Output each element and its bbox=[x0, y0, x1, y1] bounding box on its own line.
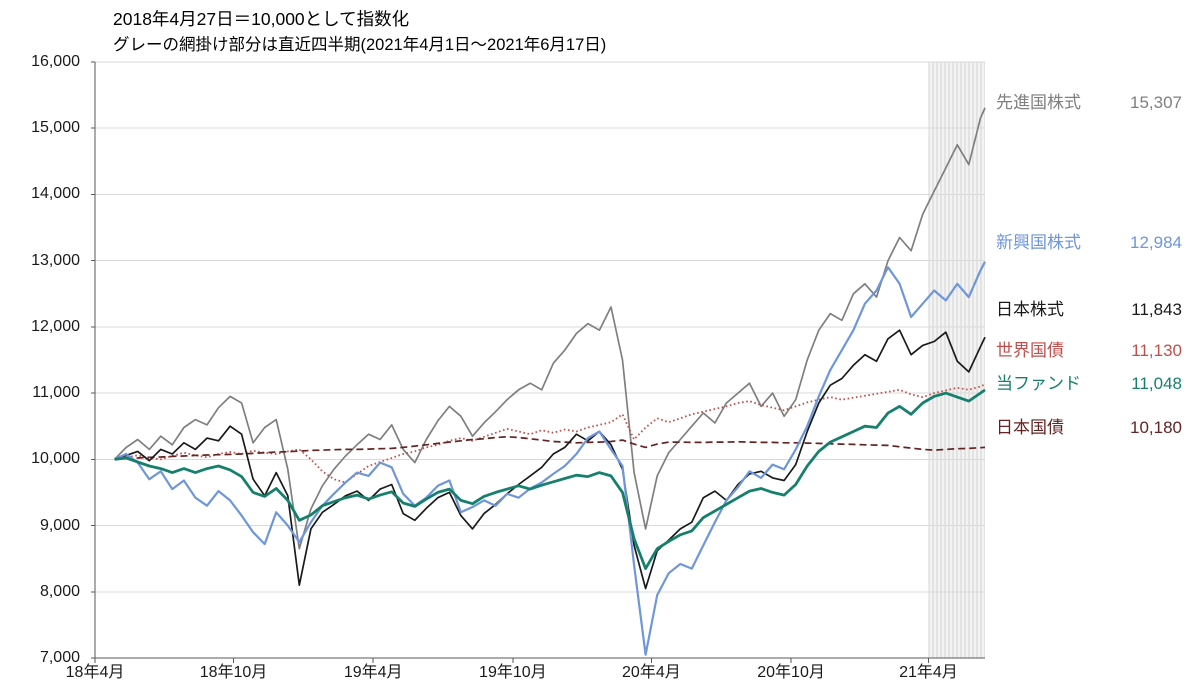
y-axis-label: 9,000 bbox=[39, 516, 80, 534]
series-value: 11,130 bbox=[1131, 340, 1182, 360]
x-axis-label: 21年4月 bbox=[899, 664, 958, 681]
x-axis-label: 19年10月 bbox=[479, 664, 547, 681]
y-axis-label: 11,000 bbox=[32, 384, 80, 402]
line-global-bond bbox=[114, 383, 986, 484]
series-name: 日本国債 bbox=[996, 418, 1064, 438]
y-axis-label: 7,000 bbox=[39, 649, 80, 666]
y-axis-label: 8,000 bbox=[39, 582, 80, 600]
y-axis-label: 15,000 bbox=[31, 119, 80, 137]
line-emerging-equity bbox=[114, 261, 986, 656]
line-this-fund bbox=[114, 388, 986, 570]
x-axis-label: 19年4月 bbox=[343, 664, 403, 681]
chart-subtitle: グレーの網掛け部分は直近四半期(2021年4月1日～2021年6月17日) bbox=[113, 36, 607, 54]
x-axis-label: 18年10月 bbox=[199, 664, 268, 681]
series-label-global-bond: 世界国債 11,130 bbox=[996, 340, 1182, 362]
series-value: 15,307 bbox=[1130, 92, 1182, 112]
series-name: 新興国株式 bbox=[996, 232, 1081, 252]
x-axis-label: 20年4月 bbox=[622, 664, 681, 681]
series-label-developed-equity: 先進国株式 15,307 bbox=[996, 92, 1182, 114]
series-name: 日本株式 bbox=[996, 300, 1064, 320]
y-axis-label: 13,000 bbox=[31, 251, 80, 269]
series-name: 先進国株式 bbox=[996, 92, 1081, 112]
y-axis-label: 16,000 bbox=[31, 53, 80, 70]
series-value: 12,984 bbox=[1130, 232, 1182, 252]
series-name: 世界国債 bbox=[996, 340, 1064, 360]
line-japan-equity bbox=[114, 329, 986, 590]
x-axis-label: 20年10月 bbox=[757, 664, 825, 681]
series-value: 10,180 bbox=[1130, 418, 1182, 438]
series-value: 11,843 bbox=[1131, 300, 1182, 320]
y-axis-label: 14,000 bbox=[31, 185, 80, 203]
series-label-japan-bond: 日本国債 10,180 bbox=[996, 417, 1182, 439]
line-japan-bond bbox=[114, 435, 986, 461]
chart-title: 2018年4月27日＝10,000として指数化 bbox=[113, 9, 410, 29]
series-label-japan-equity: 日本株式 11,843 bbox=[996, 299, 1182, 321]
series-value: 11,048 bbox=[1131, 373, 1182, 393]
line-developed-equity bbox=[113, 107, 986, 550]
y-axis-label: 12,000 bbox=[31, 317, 80, 335]
x-axis-label: 18年4月 bbox=[65, 664, 125, 681]
series-label-emerging-equity: 新興国株式 12,984 bbox=[996, 232, 1182, 254]
y-axis-label: 10,000 bbox=[31, 450, 80, 468]
series-name: 当ファンド bbox=[996, 373, 1081, 393]
series-label-this-fund: 当ファンド 11,048 bbox=[996, 373, 1182, 395]
